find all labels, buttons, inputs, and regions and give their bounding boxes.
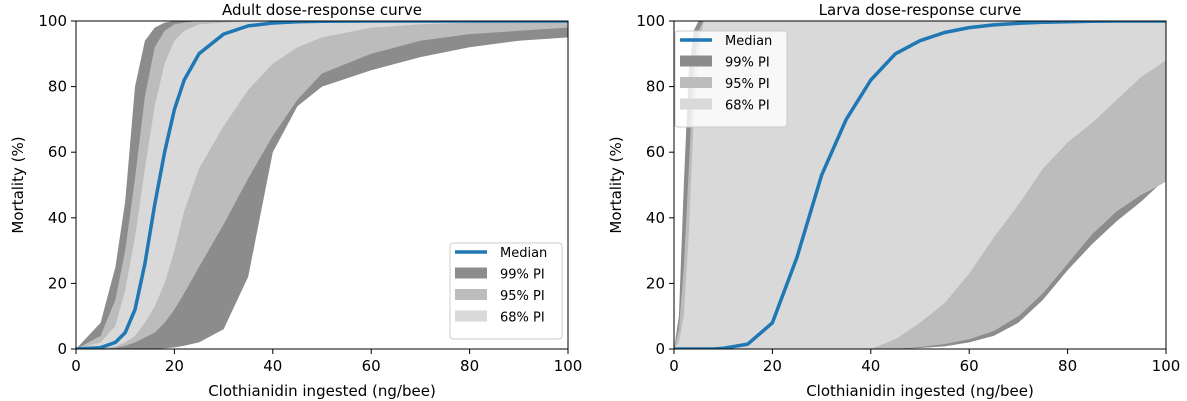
- adult-chart-panel: 0 20 40 60 80 100 0 20 40 60 80 100 Adult dose-respo…: [9, 1, 582, 400]
- plot-frame: [75, 20, 569, 350]
- x-tick-label: 100: [554, 357, 583, 375]
- x-tick-label: 100: [1152, 357, 1181, 375]
- y-tick-label: 60: [48, 143, 67, 161]
- x-tick-label: 80: [460, 357, 479, 375]
- x-tick-label: 0: [669, 357, 679, 375]
- x-tick-label: 80: [1058, 357, 1077, 375]
- legend-label: 95% PI: [725, 77, 770, 92]
- y-tick-label: 0: [655, 340, 665, 358]
- larva-chart-panel: 0 20 40 60 80 100 0 20 40 60 80 100 Larva dose-respo…: [607, 1, 1180, 400]
- legend: Median 99% PI 95% PI 68% PI: [674, 30, 788, 128]
- x-tick-label: 20: [763, 357, 782, 375]
- y-tick-label: 60: [646, 143, 665, 161]
- y-axis-label: Mortality (%): [9, 136, 27, 233]
- legend-label: 99% PI: [500, 268, 545, 283]
- x-tick-label: 60: [362, 357, 381, 375]
- y-tick-label: 100: [636, 12, 665, 30]
- y-tick-label: 40: [48, 209, 67, 227]
- legend-label: 99% PI: [725, 56, 770, 71]
- legend-label: Median: [725, 34, 772, 49]
- legend-label: 95% PI: [500, 289, 545, 304]
- plot-area: [76, 21, 568, 349]
- band-68-pi: [674, 21, 1166, 349]
- y-tick-label: 100: [38, 12, 67, 30]
- y-tick-label: 80: [48, 78, 67, 96]
- legend-swatch-band: [455, 289, 487, 300]
- chart-title: Larva dose-response curve: [819, 1, 1022, 19]
- plot-frame: [673, 20, 1167, 350]
- plot-area: [674, 21, 1166, 349]
- x-axis-label: Clothianidin ingested (ng/bee): [208, 382, 436, 400]
- legend-swatch-band: [455, 267, 487, 279]
- legend-label: Median: [500, 246, 547, 261]
- x-tick-label: 40: [861, 357, 880, 375]
- legend-swatch-band: [455, 310, 487, 322]
- legend-swatch-band: [680, 55, 712, 67]
- y-tick-label: 0: [57, 340, 67, 358]
- y-axis-label: Mortality (%): [607, 136, 625, 233]
- y-tick-label: 20: [48, 274, 67, 292]
- legend-swatch-band: [680, 98, 712, 110]
- x-tick-label: 60: [960, 357, 979, 375]
- median-line: [674, 21, 1166, 349]
- x-tick-label: 0: [71, 357, 81, 375]
- band-68-pi: [76, 21, 568, 349]
- y-tick-label: 40: [646, 209, 665, 227]
- x-axis-label: Clothianidin ingested (ng/bee): [806, 382, 1034, 400]
- chart-title: Adult dose-response curve: [222, 1, 422, 19]
- legend-label: 68% PI: [500, 311, 545, 326]
- median-line: [76, 21, 568, 349]
- y-tick-label: 80: [646, 78, 665, 96]
- y-tick-label: 20: [646, 274, 665, 292]
- legend-swatch-band: [680, 77, 712, 88]
- x-tick-label: 40: [263, 357, 282, 375]
- legend-label: 68% PI: [725, 99, 770, 114]
- legend: Median 99% PI 95% PI 68% PI: [449, 242, 563, 340]
- x-tick-label: 20: [165, 357, 184, 375]
